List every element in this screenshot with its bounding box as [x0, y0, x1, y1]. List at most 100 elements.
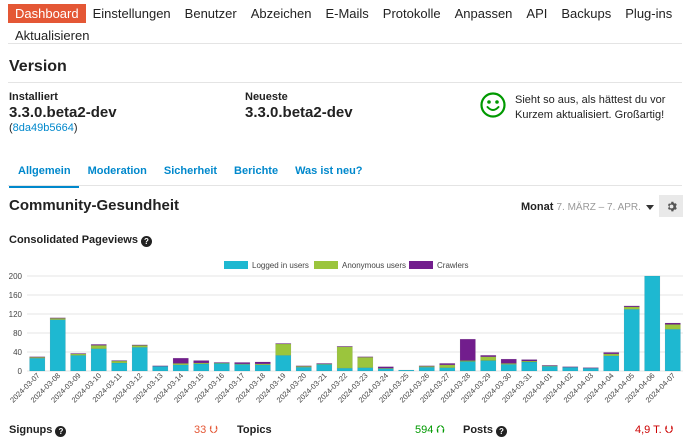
stat-posts-value: 4,9 T. ⮋	[635, 424, 674, 436]
bar-segment	[521, 361, 538, 372]
bar-segment	[70, 353, 87, 355]
bar-segment	[172, 357, 189, 364]
bar-segment	[275, 343, 292, 356]
bar-segment	[49, 317, 66, 319]
trend-down-icon: ⮋	[209, 424, 218, 436]
bar-segment	[439, 363, 456, 366]
version-divider	[8, 82, 682, 83]
nav-dashboard[interactable]: Dashboard	[8, 4, 86, 23]
period-label: Monat	[521, 201, 554, 213]
bar-segment	[541, 365, 558, 367]
bar-segment	[131, 345, 148, 348]
bar-segment	[480, 355, 497, 357]
period-selector[interactable]: Monat 7. MÄRZ – 7. APR.	[521, 201, 641, 213]
bar-segment	[562, 366, 579, 368]
bar-segment	[418, 366, 435, 372]
nav-emails[interactable]: E-Mails	[325, 6, 369, 21]
legend-swatch	[224, 261, 248, 269]
chevron-down-icon[interactable]	[646, 205, 654, 210]
bar-segment	[480, 356, 497, 361]
tabs-underline	[8, 185, 682, 186]
bar-segment	[111, 360, 128, 362]
gear-icon	[667, 201, 677, 211]
help-icon[interactable]: ?	[495, 426, 507, 437]
bar-segment	[336, 346, 353, 369]
bar-segment	[418, 365, 435, 367]
trend-up-icon: ⮉	[436, 424, 445, 436]
nav-anpassen[interactable]: Anpassen	[454, 6, 513, 21]
update-status-text: Sieht so aus, als hättest du vor Kurzem …	[515, 94, 666, 121]
bar-segment	[357, 356, 374, 358]
stat-signups-value: 33 ⮋	[194, 424, 218, 436]
help-icon[interactable]: ?	[140, 236, 152, 247]
bar-segment	[480, 360, 497, 372]
bar-segment	[254, 361, 271, 365]
bar-segment	[377, 366, 394, 369]
nav-plugins[interactable]: Plug-ins	[625, 6, 673, 21]
bar-segment	[377, 368, 394, 372]
version-title: Version	[9, 58, 67, 75]
bar-segment	[213, 362, 230, 364]
tab-sicherheit[interactable]: Sicherheit	[163, 165, 218, 177]
bar-segment	[193, 360, 210, 364]
y-tick-label: 120	[9, 310, 23, 319]
trend-down-icon: ⮋	[664, 424, 674, 436]
tab-moderation[interactable]: Moderation	[87, 165, 147, 177]
settings-button[interactable]	[659, 195, 683, 217]
bar-segment	[664, 324, 681, 330]
bar-segment	[398, 369, 415, 372]
help-icon[interactable]: ?	[55, 426, 67, 437]
period-range: 7. MÄRZ – 7. APR.	[556, 202, 641, 213]
tab-allgemein[interactable]: Allgemein	[9, 163, 79, 188]
y-tick-label: 160	[9, 291, 23, 300]
bar-segment	[623, 306, 640, 310]
bar-segment	[29, 357, 46, 372]
bar-segment	[193, 363, 210, 372]
installed-label: Installiert	[9, 91, 58, 103]
stat-topics-label: Topics	[237, 424, 272, 436]
legend-swatch	[314, 261, 338, 269]
bar-segment	[275, 355, 292, 372]
bar-segment	[541, 366, 558, 372]
legend-label: Logged in users	[252, 261, 309, 270]
bar-segment	[131, 344, 148, 346]
bar-segment	[664, 322, 681, 325]
bar-segment	[90, 345, 107, 349]
bar-segment	[295, 366, 312, 372]
legend-label: Crawlers	[437, 261, 469, 270]
bar-segment	[562, 366, 579, 372]
bar-segment	[439, 367, 456, 372]
commit-hash-link[interactable]: 8da49b5664	[12, 122, 74, 134]
bar-segment	[521, 359, 538, 362]
smiley-icon	[480, 92, 506, 118]
nav-benutzer[interactable]: Benutzer	[184, 6, 237, 21]
nav-aktualisieren[interactable]: Aktualisieren	[15, 28, 90, 43]
bar-segment	[459, 361, 476, 372]
nav-protokolle[interactable]: Protokolle	[382, 6, 441, 21]
bar-segment	[49, 319, 66, 372]
installed-version: 3.3.0.beta2-dev	[9, 104, 117, 121]
bar-segment	[459, 338, 476, 361]
bar-segment	[90, 344, 107, 346]
nav-backups[interactable]: Backups	[561, 6, 612, 21]
nav-api[interactable]: API	[526, 6, 548, 21]
bar-segment	[131, 347, 148, 372]
tab-whats-new[interactable]: Was ist neu?	[295, 165, 363, 177]
bar-segment	[500, 364, 517, 372]
bar-segment	[295, 365, 312, 367]
nav-einstellungen[interactable]: Einstellungen	[92, 6, 171, 21]
nav-abzeichen[interactable]: Abzeichen	[250, 6, 312, 21]
bar-segment	[603, 353, 620, 357]
y-tick-label: 0	[18, 367, 23, 376]
tab-berichte[interactable]: Berichte	[234, 165, 279, 177]
y-tick-label: 200	[9, 272, 23, 281]
y-tick-label: 80	[13, 329, 22, 338]
dashboard-tabs: Allgemein Moderation Sicherheit Berichte…	[9, 163, 371, 188]
bar-segment	[213, 363, 230, 372]
bar-segment	[357, 367, 374, 372]
bar-segment	[357, 356, 374, 368]
stat-topics-value: 594 ⮉	[415, 424, 445, 436]
legend-label: Anonymous users	[342, 261, 406, 270]
bar-segment	[644, 275, 661, 372]
bar-segment	[316, 363, 333, 365]
